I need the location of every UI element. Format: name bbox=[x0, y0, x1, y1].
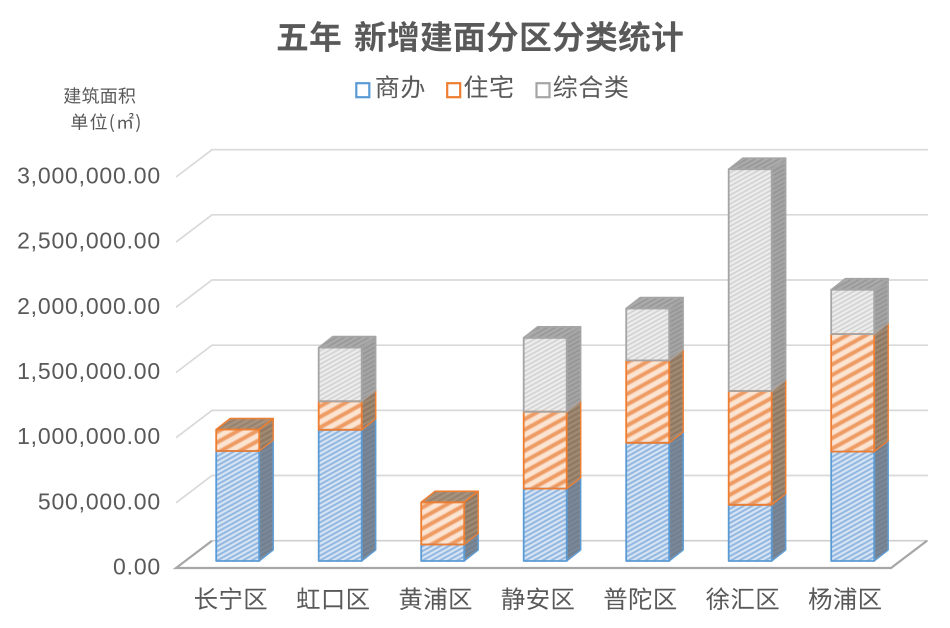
svg-text:3,000,000.00: 3,000,000.00 bbox=[17, 163, 161, 189]
svg-text:0.00: 0.00 bbox=[113, 554, 161, 580]
svg-text:2,500,000.00: 2,500,000.00 bbox=[17, 228, 161, 254]
svg-text:1,500,000.00: 1,500,000.00 bbox=[17, 358, 161, 384]
svg-text:1,000,000.00: 1,000,000.00 bbox=[17, 423, 161, 449]
svg-text:2,000,000.00: 2,000,000.00 bbox=[17, 293, 161, 319]
svg-text:500,000.00: 500,000.00 bbox=[38, 488, 161, 514]
